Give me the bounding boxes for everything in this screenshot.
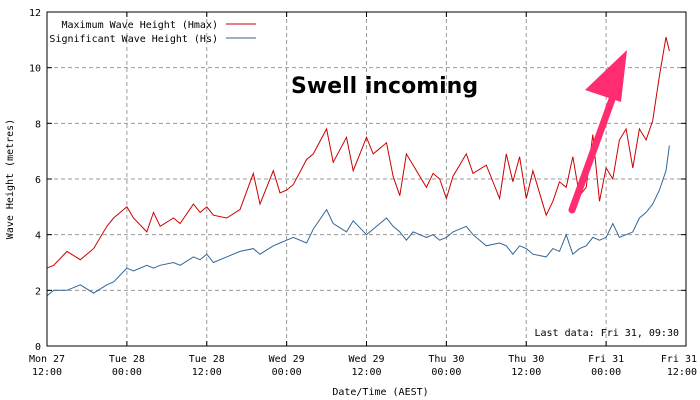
x-tick-label-day: Wed 29 bbox=[269, 354, 305, 365]
x-tick-label-day: Thu 30 bbox=[428, 354, 464, 365]
legend: Maximum Wave Height (Hmax) Significant Wa… bbox=[49, 20, 256, 45]
callout-arrow-shaft bbox=[568, 76, 623, 214]
callout-annotation: Swell incoming bbox=[291, 50, 627, 214]
x-axis-ticks: Mon 27 12:00 Tue 28 00:00 Tue 28 12:00 Wed 29 0… bbox=[29, 12, 697, 378]
series-line-hmax bbox=[46, 36, 670, 269]
callout-arrow-head bbox=[585, 50, 627, 102]
x-tick-label-time: 12:00 bbox=[192, 367, 222, 378]
y-tick-label: 2 bbox=[35, 286, 41, 297]
x-tick-label-day: Fri 31 bbox=[588, 354, 624, 365]
y-tick-label: 6 bbox=[35, 175, 41, 186]
series-layer bbox=[46, 36, 670, 297]
x-tick-label-day: Wed 29 bbox=[348, 354, 384, 365]
x-tick-label-time: 00:00 bbox=[272, 367, 302, 378]
x-tick-label-day: Mon 27 bbox=[29, 354, 65, 365]
x-tick-label-time: 12:00 bbox=[32, 367, 62, 378]
x-tick-label-time: 12:00 bbox=[351, 367, 381, 378]
x-tick-label-day: Thu 30 bbox=[508, 354, 544, 365]
x-axis-label: Date/Time (AEST) bbox=[332, 387, 428, 398]
last-data-label: Last data: Fri 31, 09:30 bbox=[535, 328, 680, 339]
x-tick-label-time: 00:00 bbox=[112, 367, 142, 378]
x-tick-label-time: 12:00 bbox=[511, 367, 541, 378]
y-axis-ticks: 0 2 4 6 8 10 12 bbox=[29, 8, 686, 353]
x-tick-label-day: Tue 28 bbox=[109, 354, 145, 365]
x-tick-label-time: 00:00 bbox=[431, 367, 461, 378]
x-tick-label-day: Tue 28 bbox=[189, 354, 225, 365]
x-tick-label-day: Fri 31 bbox=[661, 354, 697, 365]
y-axis-label: Wave Height (metres) bbox=[5, 119, 16, 239]
x-tick-label-time: 00:00 bbox=[591, 367, 621, 378]
y-tick-label: 0 bbox=[35, 342, 41, 353]
legend-label: Significant Wave Height (Hs) bbox=[49, 34, 218, 45]
x-tick-label-time: 12:00 bbox=[667, 367, 697, 378]
y-tick-label: 10 bbox=[29, 64, 41, 75]
callout-text: Swell incoming bbox=[291, 74, 478, 99]
legend-label: Maximum Wave Height (Hmax) bbox=[61, 20, 218, 31]
y-tick-label: 12 bbox=[29, 8, 41, 19]
grid-lines bbox=[47, 12, 686, 346]
series-line-hs bbox=[46, 145, 670, 297]
y-tick-label: 8 bbox=[35, 119, 41, 130]
y-tick-label: 4 bbox=[35, 231, 41, 242]
